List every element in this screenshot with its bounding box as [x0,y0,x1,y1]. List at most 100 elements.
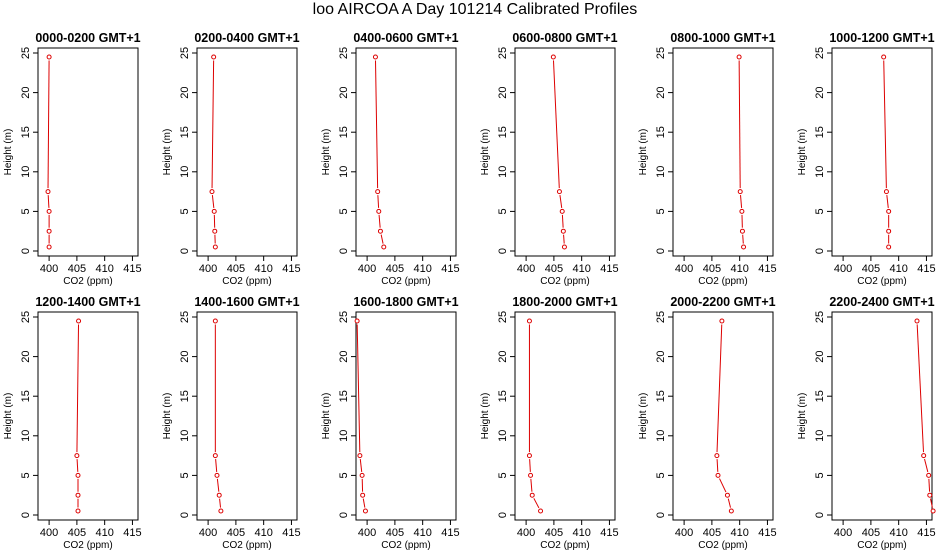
profile-segment [375,60,379,189]
x-tick-label: 400 [675,527,693,539]
profile-segment [378,214,381,228]
plot-frame [196,47,298,257]
x-tick-label: 415 [758,263,776,275]
x-tick-label: 405 [386,527,404,539]
x-tick-label: 400 [358,527,376,539]
y-tick-label: 0 [814,248,826,254]
y-tick-label: 15 [20,126,32,138]
y-axis-label: Height (m) [3,129,14,176]
x-tick-label: 400 [834,527,852,539]
plot-frame [37,47,139,257]
y-tick-label: 0 [338,248,350,254]
y-axis-label: Height (m) [480,129,491,176]
profile-segment [559,194,563,209]
x-tick-label: 410 [572,263,590,275]
x-axis-label: CO2 (ppm) [857,540,906,550]
profile-segment [47,60,50,189]
x-tick-label: 415 [123,527,141,539]
y-tick-label: 0 [20,248,32,254]
profile-segment [552,60,560,189]
x-axis-label: CO2 (ppm) [857,276,906,287]
profile-point [921,453,927,459]
y-axis-label: Height (m) [3,393,14,440]
y-tick-label: 25 [655,311,667,323]
x-tick-label: 405 [227,527,245,539]
profile-segment [216,478,220,492]
x-tick-label: 405 [386,263,404,275]
y-tick-label: 20 [179,350,191,362]
profile-segment [738,60,741,189]
x-tick-label: 410 [730,527,748,539]
y-tick-label: 5 [655,472,667,478]
panel-title: 2200-2400 GMT+1 [829,295,934,309]
profile-point [354,318,360,324]
y-tick-label: 5 [497,208,509,214]
x-tick-label: 405 [862,527,880,539]
panel-title: 0400-0600 GMT+1 [353,31,458,45]
y-tick-label: 10 [20,166,32,178]
plot-frame [672,47,774,257]
y-axis-label: Height (m) [797,129,808,176]
profile-segment [916,324,924,453]
x-tick-label: 415 [917,527,935,539]
x-tick-label: 410 [413,263,431,275]
profile-point [372,54,378,60]
y-tick-label: 5 [338,472,350,478]
x-axis-label: CO2 (ppm) [540,276,589,287]
y-tick-label: 20 [179,86,191,98]
x-axis-label: CO2 (ppm) [698,276,747,287]
profile-point [528,472,534,478]
panel-title: 1600-1800 GMT+1 [353,295,458,309]
x-axis-label: CO2 (ppm) [540,540,589,550]
y-tick-label: 20 [20,86,32,98]
profile-segment [930,498,933,508]
panel-title: 1400-1600 GMT+1 [194,295,299,309]
y-tick-label: 20 [655,350,667,362]
profile-point [930,508,936,514]
y-tick-label: 0 [655,512,667,518]
x-tick-label: 405 [227,263,245,275]
y-tick-label: 10 [814,166,826,178]
y-tick-label: 10 [655,430,667,442]
plot-frame [514,311,616,521]
x-tick-label: 405 [545,527,563,539]
profile-point [212,228,218,234]
profile-point [376,208,382,214]
y-tick-label: 20 [338,350,350,362]
profile-point [375,189,381,195]
profile-segment [719,478,727,493]
profile-point [214,472,220,478]
profile-point [927,492,933,498]
profile-segment [359,459,363,472]
x-tick-label: 400 [40,527,58,539]
panel-title: 0600-0800 GMT+1 [512,31,617,45]
y-tick-label: 20 [338,86,350,98]
profile-point [715,472,721,478]
profile-segment [76,459,79,472]
y-tick-label: 5 [655,208,667,214]
panel-title: 1200-1400 GMT+1 [35,295,140,309]
panel-title: 0800-1000 GMT+1 [670,31,775,45]
y-tick-label: 0 [497,248,509,254]
y-tick-label: 15 [655,126,667,138]
profile-point [46,228,52,234]
y-tick-label: 25 [179,311,191,323]
y-tick-label: 15 [179,126,191,138]
profile-segment [215,459,218,472]
y-axis-label: Height (m) [162,129,173,176]
y-tick-label: 25 [338,47,350,59]
x-axis-label: CO2 (ppm) [222,276,271,287]
profile-point [74,453,80,459]
y-tick-label: 0 [20,512,32,518]
panel-title: 1000-1200 GMT+1 [829,31,934,45]
profile-segment [924,458,929,473]
x-tick-label: 415 [600,263,618,275]
y-axis-label: Height (m) [797,393,808,440]
profile-segment [883,60,887,189]
profile-point [926,472,932,478]
y-axis-label: Height (m) [162,393,173,440]
profile-point [736,54,742,60]
profile-point [75,472,81,478]
x-tick-label: 410 [730,263,748,275]
